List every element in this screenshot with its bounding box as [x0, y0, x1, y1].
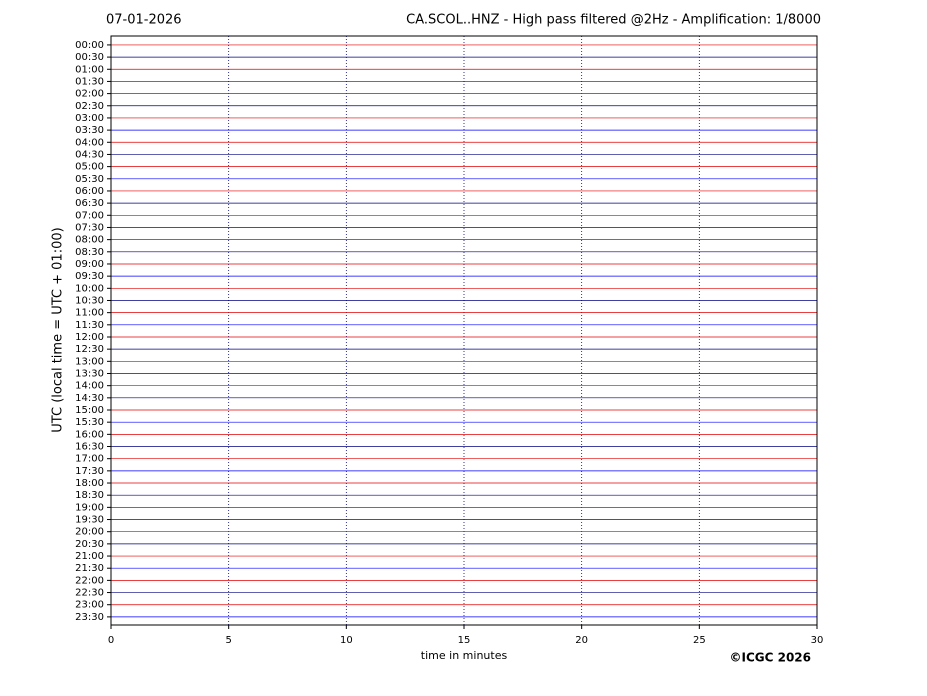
- y-tick-label: 19:30: [75, 515, 104, 526]
- date: 07-01-2026: [106, 13, 182, 28]
- y-tick-label: 18:30: [75, 490, 104, 501]
- credit: ©ICGC 2026: [729, 651, 811, 665]
- y-tick-label: 00:30: [75, 52, 104, 63]
- y-tick-label: 20:00: [75, 527, 104, 538]
- y-tick-label: 02:30: [75, 101, 104, 112]
- y-tick-label: 14:30: [75, 393, 104, 404]
- x-tick-label: 30: [811, 635, 824, 646]
- y-tick-label: 05:00: [75, 162, 104, 173]
- y-axis-label: UTC (local time = UTC + 01:00): [51, 227, 66, 432]
- y-tick-label: 02:00: [75, 89, 104, 100]
- y-tick-label: 22:00: [75, 575, 104, 586]
- x-tick-label: 10: [340, 635, 353, 646]
- y-tick-label: 01:30: [75, 76, 104, 87]
- y-tick-label: 08:30: [75, 247, 104, 258]
- y-tick-label: 01:00: [75, 64, 104, 75]
- y-tick-label: 23:00: [75, 600, 104, 611]
- y-tick-label: 03:00: [75, 113, 104, 124]
- y-tick-label: 15:30: [75, 417, 104, 428]
- y-tick-label: 21:00: [75, 551, 104, 562]
- x-axis-label: time in minutes: [421, 649, 508, 662]
- y-tick-label: 00:00: [75, 40, 104, 51]
- y-tick-label: 16:30: [75, 442, 104, 453]
- y-tick-label: 23:30: [75, 612, 104, 623]
- y-tick-label: 08:00: [75, 235, 104, 246]
- y-tick-label: 12:00: [75, 332, 104, 343]
- y-tick-label: 05:30: [75, 174, 104, 185]
- y-tick-label: 20:30: [75, 539, 104, 550]
- y-tick-label: 09:00: [75, 259, 104, 270]
- y-tick-label: 17:00: [75, 454, 104, 465]
- y-tick-label: 04:00: [75, 137, 104, 148]
- y-tick-label: 07:30: [75, 222, 104, 233]
- y-tick-label: 16:00: [75, 429, 104, 440]
- chart-title: CA.SCOL..HNZ - High pass filtered @2Hz -…: [406, 13, 821, 28]
- x-tick-label: 20: [575, 635, 588, 646]
- y-tick-label: 13:30: [75, 368, 104, 379]
- y-tick-label: 06:00: [75, 186, 104, 197]
- x-tick-label: 15: [458, 635, 471, 646]
- x-tick-label: 0: [108, 635, 114, 646]
- y-tick-label: 11:00: [75, 308, 104, 319]
- x-tick-label: 25: [693, 635, 706, 646]
- y-tick-label: 04:30: [75, 149, 104, 160]
- y-tick-label: 10:30: [75, 295, 104, 306]
- y-tick-label: 15:00: [75, 405, 104, 416]
- y-tick-label: 14:00: [75, 381, 104, 392]
- y-tick-label: 10:00: [75, 283, 104, 294]
- y-tick-label: 11:30: [75, 320, 104, 331]
- x-tick-label: 5: [225, 635, 231, 646]
- y-tick-label: 12:30: [75, 344, 104, 355]
- y-tick-label: 06:30: [75, 198, 104, 209]
- y-tick-label: 09:30: [75, 271, 104, 282]
- y-tick-label: 03:30: [75, 125, 104, 136]
- plot-frame: [110, 35, 818, 626]
- y-tick-label: 18:00: [75, 478, 104, 489]
- y-tick-label: 13:00: [75, 356, 104, 367]
- y-tick-label: 21:30: [75, 563, 104, 574]
- y-tick-label: 22:30: [75, 588, 104, 599]
- y-tick-label: 07:00: [75, 210, 104, 221]
- y-tick-label: 19:00: [75, 502, 104, 513]
- y-tick-label: 17:30: [75, 466, 104, 477]
